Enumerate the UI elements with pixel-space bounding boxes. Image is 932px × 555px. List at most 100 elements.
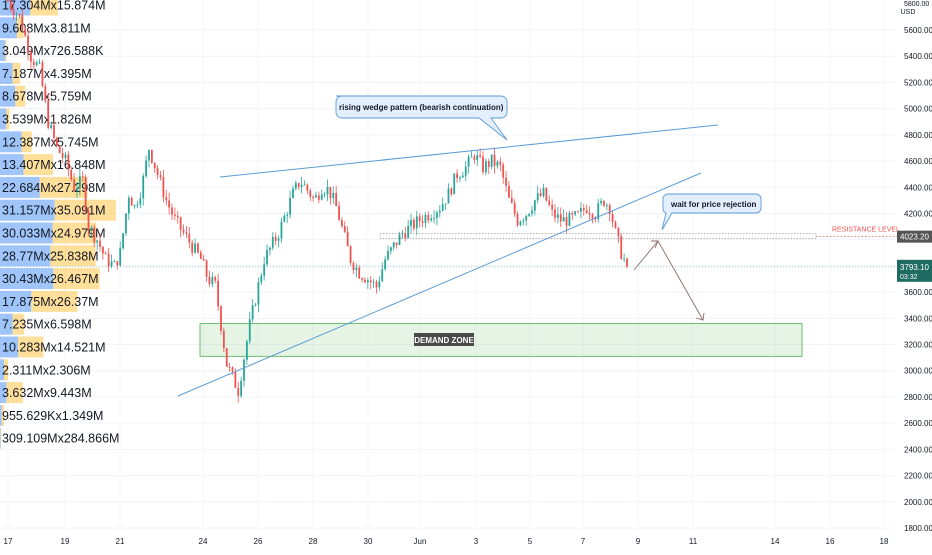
candle-body [482,156,484,172]
candle-body [232,367,234,371]
candle-body [76,188,78,191]
candle-body [177,216,179,217]
candle-body [85,177,87,210]
y-tick-label: 3400.00 [904,314,932,323]
volume-profile-layer: 17.304Mx15.874M9.608Mx3.811M3.049Mx726.5… [0,0,119,449]
candle-body [545,188,547,201]
candle-body [249,319,251,341]
vp-label: 22.684Mx27.298M [2,181,106,195]
resistance-band [380,234,816,239]
candle-body [494,155,496,166]
y-tick-label: 4600.00 [904,157,932,166]
candle-body [367,280,369,282]
candle-body [70,170,72,179]
candle-body [540,193,542,196]
candle-body [67,154,69,169]
top-clipped-tick: 5800.00 [904,1,929,8]
candle-body [462,176,464,178]
candle-body [119,248,121,265]
candle-body [33,62,35,65]
candle-body [168,200,170,207]
vp-buy-bar [0,428,1,449]
candle-body [370,280,372,282]
y-tick-label: 5000.00 [904,105,932,114]
candle-body [301,185,303,187]
candle-body [148,150,150,161]
currency-label: USD [901,9,916,16]
candle-body [577,211,579,212]
candle-body [220,306,222,330]
vp-label: 3.049Mx726.588K [2,44,104,58]
candle-body [528,214,530,216]
candle-body [240,381,242,396]
candle-body [623,259,625,260]
rejection-callout-text: wait for price rejection [670,200,756,209]
y-tick-label: 5400.00 [904,52,932,61]
candle-body [554,209,556,217]
x-tick-label: 11 [689,537,698,546]
candle-body [116,261,118,265]
candle-body [24,31,26,36]
candle-body [128,198,130,214]
candle-body [473,156,475,159]
candle-body [194,244,196,253]
candle-body [292,189,294,198]
y-tick-label: 2800.00 [904,393,932,402]
candle-body [42,62,44,86]
x-tick-label: 7 [581,537,586,546]
candle-body [606,205,608,206]
candle-body [465,167,467,176]
candle-body [511,198,513,203]
candle-body [448,188,450,203]
wedge-callout-text: rising wedge pattern (bearish continuati… [339,103,504,112]
candle-body [612,214,614,222]
x-tick-label: 5 [528,537,533,546]
candle-body [620,236,622,259]
candle-body [122,233,124,248]
candle-body [592,214,594,218]
y-tick-label: 2200.00 [904,472,932,481]
candle-body [209,277,211,284]
x-tick-label: 21 [116,537,125,546]
y-tick-label: 4800.00 [904,131,932,140]
candle-body [142,176,144,198]
candle-body [600,201,602,203]
vp-label: 7.235Mx6.598M [2,318,92,332]
candle-body [203,259,205,261]
candle-body [376,282,378,288]
candle-body [234,372,236,388]
vp-label: 17.875Mx26.37M [2,295,99,309]
countdown-text: 03:32 [900,274,918,281]
candle-body [165,197,167,200]
candle-body [90,228,92,231]
candle-body [269,248,271,250]
y-tick-label: 2400.00 [904,445,932,454]
candle-body [407,226,409,238]
candle-body [286,215,288,216]
vp-label: 3.539Mx1.826M [2,113,92,127]
candle-body [255,305,257,306]
candle-body [246,341,248,360]
x-tick-label: 18 [880,537,889,546]
candle-body [609,205,611,214]
candle-body [502,165,504,178]
candle-body [65,154,67,157]
candle-body [114,261,116,262]
demand-zone [200,324,802,357]
candle-body [211,277,213,284]
y-tick-label: 4200.00 [904,209,932,218]
candle-body [243,360,245,381]
candle-body [551,205,553,209]
candle-body [188,234,190,243]
candle-body [174,215,176,216]
candle-body [88,211,90,231]
candle-body [569,213,571,226]
candle-body [560,214,562,221]
candle-body [520,222,522,226]
candle-body [410,220,412,226]
candle-body [289,198,291,215]
candle-body [226,348,228,367]
candle-body [419,216,421,221]
y-tick-label: 3000.00 [904,367,932,376]
x-tick-label: Jun [414,537,427,546]
